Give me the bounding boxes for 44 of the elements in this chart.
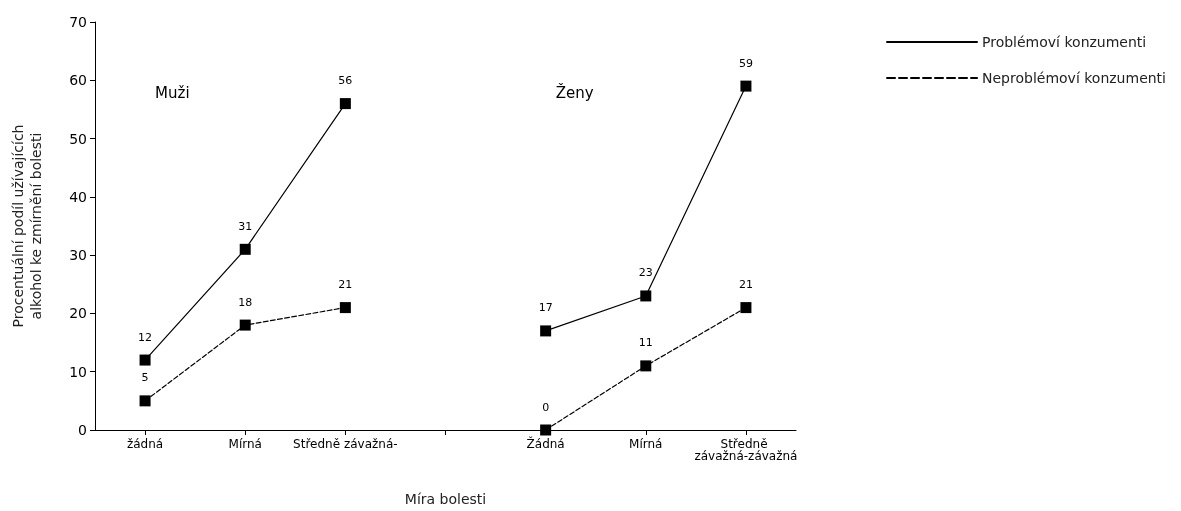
point	[540, 424, 552, 436]
point	[740, 80, 752, 92]
text: Problémoví konzumenti	[982, 34, 1147, 50]
point	[339, 98, 351, 110]
y-tick-label: 40	[69, 188, 87, 205]
y-tick-label: 20	[69, 305, 87, 322]
data-label: 59	[738, 56, 753, 70]
y-tick-label: 30	[69, 247, 87, 264]
point	[640, 360, 652, 372]
x-tick-label: Mírná	[228, 437, 262, 451]
x-tick-label: Žádná	[526, 436, 565, 451]
y-axis-title: Procentuální podíl užívajících alkohol ke zmírnění bolesti	[10, 124, 44, 328]
y-tick-label: 0	[78, 422, 87, 438]
x-tick-label: Středně závažná-závažná	[694, 437, 798, 463]
data-label: 18	[238, 295, 253, 309]
data-label: 11	[638, 336, 653, 350]
annotation: Ženy	[555, 82, 594, 102]
point	[139, 354, 151, 366]
y-tick-label: 10	[69, 363, 87, 380]
y-tick-label: 60	[69, 72, 87, 89]
data-label: 21	[738, 278, 753, 292]
annotation: Muži	[155, 83, 190, 102]
data-label: 56	[338, 74, 353, 88]
x-tick-label: Mírná	[629, 437, 663, 451]
x-tick-label: Středně závažná-	[293, 437, 398, 451]
point	[640, 290, 652, 302]
text: Neproblémoví konzumenti	[982, 70, 1167, 86]
point	[540, 325, 552, 337]
x-axis-title: Míra bolesti	[404, 491, 487, 507]
data-label: 31	[238, 219, 253, 233]
data-label: 0	[542, 400, 550, 414]
point	[139, 395, 151, 407]
data-label: 5	[141, 371, 149, 385]
y-tick-label: 50	[69, 130, 87, 147]
point	[239, 243, 251, 255]
data-label: 17	[538, 301, 553, 315]
data-label: 23	[638, 266, 653, 280]
point	[339, 302, 351, 314]
point	[239, 319, 251, 331]
data-label: 21	[338, 278, 353, 292]
y-tick-label: 70	[69, 14, 87, 30]
x-tick-label: žádná	[126, 437, 164, 451]
data-label: 12	[138, 330, 153, 344]
point	[740, 302, 752, 314]
